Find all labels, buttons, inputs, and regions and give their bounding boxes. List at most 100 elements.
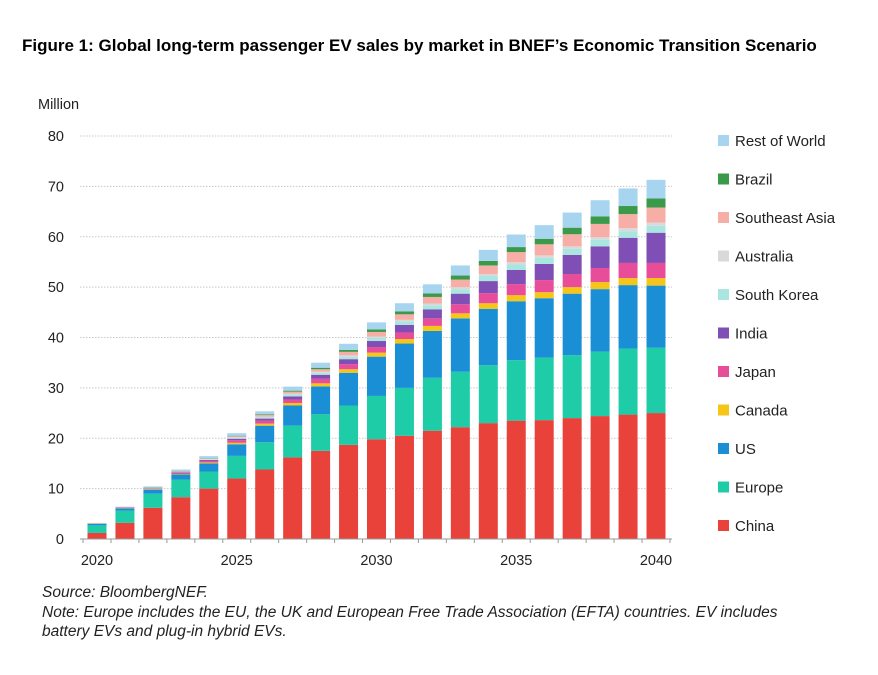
- bar-segment-canada: [646, 278, 666, 286]
- bar-segment-europe: [255, 442, 275, 470]
- bar-segment-india: [255, 418, 275, 421]
- bar-segment-brazil: [283, 390, 303, 392]
- bar-segment-australia: [394, 319, 414, 322]
- bar-segment-brazil: [339, 349, 359, 352]
- bar-segment-southeast-asia: [171, 471, 191, 472]
- y-tick-label: 60: [48, 230, 64, 246]
- bar-segment-australia: [646, 222, 666, 226]
- bar-segment-australia: [422, 303, 442, 306]
- bar-segment-us: [506, 301, 526, 361]
- bar-segment-south-korea: [534, 257, 554, 264]
- bar-segment-southeast-asia: [339, 351, 359, 356]
- bar-segment-south-korea: [227, 437, 247, 439]
- bar-segment-rest-of-world: [255, 411, 275, 415]
- y-tick-label: 50: [48, 280, 64, 296]
- bar-segment-japan: [394, 332, 414, 340]
- bar-segment-japan: [478, 293, 498, 304]
- bar-segment-australia: [450, 287, 470, 290]
- bar-segment-brazil: [450, 275, 470, 280]
- bar-segment-japan: [199, 460, 219, 463]
- bar-segment-canada: [590, 282, 610, 290]
- bar-segment-europe: [646, 347, 666, 414]
- bar-segment-india: [450, 293, 470, 305]
- bar-segment-japan: [646, 262, 666, 279]
- bar-segment-us: [618, 285, 638, 349]
- bar-segment-rest-of-world: [618, 188, 638, 207]
- bar-segment-china: [87, 532, 107, 539]
- bar-segment-europe: [534, 357, 554, 421]
- legend-swatch: [718, 327, 729, 339]
- bar-segment-south-korea: [422, 305, 442, 310]
- bar-segment-australia: [534, 255, 554, 258]
- bar-segment-us: [394, 343, 414, 388]
- bar-segment-japan: [534, 280, 554, 293]
- bar-segment-southeast-asia: [506, 252, 526, 263]
- bar-segment-us: [143, 489, 163, 494]
- bar-segment-rest-of-world: [283, 386, 303, 391]
- bar-segment-rest-of-world: [534, 225, 554, 239]
- bar-segment-south-korea: [367, 338, 386, 342]
- bar-segment-japan: [115, 507, 135, 509]
- bar-segment-south-korea: [171, 472, 191, 473]
- bar-segment-rest-of-world: [590, 200, 610, 217]
- bar-segment-canada: [422, 325, 442, 331]
- y-axis-label: Million: [38, 97, 79, 113]
- bar-segment-australia: [283, 393, 303, 395]
- bar-segment-canada: [562, 287, 582, 294]
- bar-segment-south-korea: [646, 225, 666, 233]
- chart-title: Figure 1: Global long-term passenger EV …: [22, 36, 817, 55]
- y-tick-label: 30: [48, 381, 64, 397]
- legend-swatch: [718, 289, 729, 300]
- bar-segment-europe: [171, 479, 191, 498]
- bar-segment-india: [478, 281, 498, 294]
- bar-segment-europe: [227, 455, 247, 479]
- bar-segment-rest-of-world: [199, 456, 219, 459]
- bar-segment-canada: [618, 278, 638, 286]
- x-tick-label: 2020: [81, 553, 113, 569]
- bar-segment-europe: [339, 405, 359, 445]
- bar-segment-southeast-asia: [255, 415, 275, 417]
- legend-label: US: [735, 441, 756, 458]
- bar-segment-china: [255, 469, 275, 539]
- bar-segment-china: [646, 413, 666, 539]
- bar-segment-us: [115, 508, 135, 511]
- bar-segment-brazil: [618, 206, 638, 215]
- bar-segment-southeast-asia: [394, 314, 414, 320]
- bar-segment-south-korea: [311, 372, 331, 375]
- bar-segment-southeast-asia: [562, 234, 582, 247]
- bar-segment-us: [171, 474, 191, 480]
- bar-segment-rest-of-world: [562, 212, 582, 228]
- bar-segment-japan: [422, 318, 442, 326]
- bar-segment-india: [646, 232, 666, 263]
- bar-segment-india: [199, 459, 219, 461]
- bar-segment-india: [367, 341, 386, 348]
- bar-segment-canada: [506, 295, 526, 302]
- bar-segment-china: [590, 416, 610, 539]
- legend-label: Rest of World: [735, 133, 826, 150]
- bar-segment-us: [478, 308, 498, 366]
- bar-segment-europe: [618, 348, 638, 415]
- bar-segment-rest-of-world: [227, 433, 247, 436]
- x-tick-label: 2040: [640, 553, 672, 569]
- bar-segment-india: [311, 374, 331, 379]
- legend-label: Canada: [735, 403, 788, 420]
- bar-segment-europe: [87, 525, 107, 533]
- bar-segment-rest-of-world: [339, 343, 359, 350]
- legend-label: Brazil: [735, 172, 773, 189]
- bar-segment-brazil: [422, 293, 442, 297]
- bar-segment-brazil: [311, 367, 331, 370]
- bar-segment-canada: [339, 369, 359, 373]
- bar-segment-south-korea: [450, 289, 470, 294]
- y-tick-label: 10: [48, 482, 64, 498]
- x-tick-label: 2025: [221, 553, 253, 569]
- legend-swatch: [718, 135, 729, 146]
- bar-segment-china: [422, 430, 442, 539]
- legend-label: Europe: [735, 480, 783, 497]
- bar-segment-china: [562, 418, 582, 539]
- bar-segment-europe: [450, 371, 470, 428]
- bar-segment-india: [227, 438, 247, 441]
- bar-segment-australia: [255, 416, 275, 418]
- bar-segment-south-korea: [199, 459, 219, 460]
- bar-segment-china: [478, 423, 498, 539]
